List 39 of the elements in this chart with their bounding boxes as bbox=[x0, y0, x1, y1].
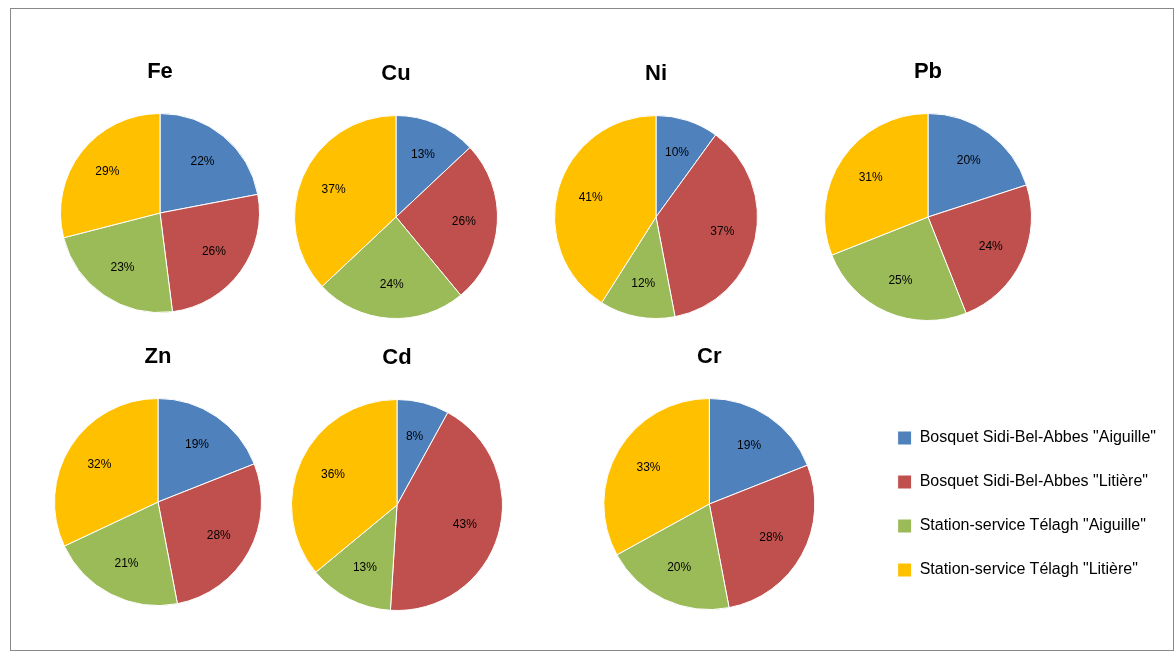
data-label: 21% bbox=[114, 556, 139, 571]
chart-title: Cd bbox=[382, 344, 412, 370]
data-label: 19% bbox=[184, 436, 210, 451]
data-label: 26% bbox=[451, 213, 477, 228]
data-label: 20% bbox=[667, 560, 692, 575]
legend-label: Bosquet Sidi-Bel-Abbes "Aiguille" bbox=[919, 428, 1156, 446]
data-label: 22% bbox=[190, 153, 215, 168]
data-label: 43% bbox=[452, 517, 478, 532]
legend-label: Station-service Télagh "Litière" bbox=[919, 560, 1138, 578]
data-label: 24% bbox=[379, 277, 405, 292]
data-label: 13% bbox=[410, 146, 436, 161]
data-label: 13% bbox=[352, 560, 378, 575]
legend-label: Station-service Télagh "Aiguille" bbox=[919, 516, 1146, 534]
data-label: 19% bbox=[737, 437, 762, 452]
chart-title: Cr bbox=[697, 343, 722, 369]
data-label: 25% bbox=[888, 272, 913, 287]
data-label: 20% bbox=[956, 153, 982, 168]
data-label: 24% bbox=[978, 238, 1004, 253]
chart-title: Zn bbox=[144, 343, 172, 369]
data-label: 37% bbox=[710, 224, 735, 239]
chart-title: Ni bbox=[645, 60, 667, 86]
data-label: 26% bbox=[201, 244, 227, 259]
data-label: 32% bbox=[87, 457, 112, 472]
data-label: 23% bbox=[110, 260, 135, 275]
data-label: 10% bbox=[665, 144, 690, 159]
data-label: 41% bbox=[578, 190, 604, 205]
data-label: 8% bbox=[405, 428, 424, 443]
data-label: 28% bbox=[206, 527, 232, 542]
chart-title: Fe bbox=[147, 58, 173, 84]
chart-title: Cu bbox=[381, 60, 411, 86]
data-label: 33% bbox=[636, 460, 661, 475]
data-label: 29% bbox=[95, 164, 120, 179]
legend-label: Bosquet Sidi-Bel-Abbes "Litière" bbox=[919, 472, 1148, 490]
data-label: 37% bbox=[321, 182, 346, 197]
data-label: 31% bbox=[858, 170, 883, 185]
data-label: 12% bbox=[631, 276, 656, 291]
chart-title: Pb bbox=[913, 58, 943, 84]
data-label: 36% bbox=[321, 467, 346, 482]
data-label: 28% bbox=[759, 530, 784, 545]
